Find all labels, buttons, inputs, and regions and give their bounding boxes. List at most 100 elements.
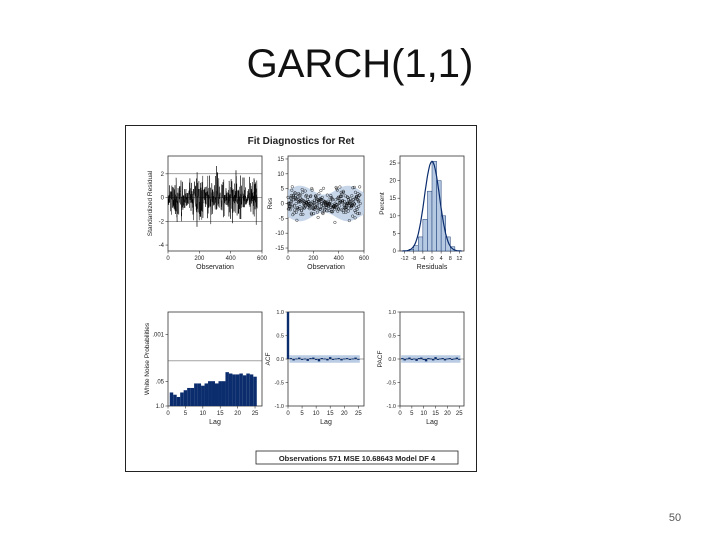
pacf-bar xyxy=(410,359,414,360)
pacf-bar xyxy=(441,358,444,359)
residual-scatter-point xyxy=(337,197,341,201)
residual-scatter-point xyxy=(302,206,306,210)
white-noise-bar xyxy=(176,396,181,406)
acf-bar xyxy=(357,359,360,360)
y-tick-label: 0.5 xyxy=(388,334,396,340)
white-noise-bar xyxy=(221,381,226,406)
residual-scatter-point xyxy=(335,188,339,192)
residual-scatter-point xyxy=(289,197,293,201)
residual-scatter-point xyxy=(356,212,360,216)
x-tick-label: 0 xyxy=(166,411,170,417)
pacf-bar xyxy=(424,359,428,362)
residual-scatter-point xyxy=(310,188,314,192)
residual-scatter-point xyxy=(346,198,350,202)
figure-title: Fit Diagnostics for Ret xyxy=(248,136,355,147)
pacf-x-axis-label: Lag xyxy=(426,419,438,426)
acf-bar xyxy=(354,357,357,359)
residual-scatter-point xyxy=(349,200,353,204)
residual-scatter-point xyxy=(308,207,312,211)
y-tick-label: 15 xyxy=(277,157,284,163)
histogram-bar xyxy=(413,245,419,252)
residual-scatter-point xyxy=(325,206,329,210)
residual-scatter-point xyxy=(294,202,298,206)
y-tick-label: -15 xyxy=(275,246,284,252)
residual-scatter-point xyxy=(307,200,311,204)
residual-scatter-point xyxy=(333,205,337,209)
acf-bar xyxy=(306,359,309,361)
slide-title: GARCH(1,1) xyxy=(246,42,474,86)
pacf-bar xyxy=(439,358,442,360)
residual-scatter-point xyxy=(355,195,359,199)
residual-scatter-point xyxy=(310,212,314,216)
y-tick-label: 20 xyxy=(389,179,396,185)
residual-scatter-point xyxy=(312,204,316,208)
x-tick-label: 600 xyxy=(359,256,370,262)
acf-bar xyxy=(329,357,332,359)
histogram-y-axis-label: Percent xyxy=(379,192,386,215)
residual-scatter-point xyxy=(357,198,361,202)
pacf-bar xyxy=(458,359,461,360)
fit-diagnostics-svg: Fit Diagnostics for Ret 0 200 400 600-4-202… xyxy=(144,136,465,465)
residual-scatter-point xyxy=(342,199,346,203)
residual-scatter-point xyxy=(357,204,361,208)
pacf-bar xyxy=(408,357,411,359)
residual-scatter-point xyxy=(334,203,338,207)
x-tick-label: 200 xyxy=(308,256,319,262)
x-tick-label: 5 xyxy=(300,411,304,417)
white-noise-bar xyxy=(197,383,202,406)
residual-scatter-point xyxy=(350,194,354,198)
white-noise-bar xyxy=(211,381,215,406)
std-residual-x-axis-label: Observation xyxy=(196,264,234,271)
white-noise-bar xyxy=(215,383,219,406)
y-tick-label: -5 xyxy=(279,216,285,222)
x-tick-label: -8 xyxy=(411,256,416,262)
y-tick-label: -10 xyxy=(275,231,284,237)
x-tick-label: 15 xyxy=(327,411,334,417)
residual-scatter-point xyxy=(334,185,338,189)
residual-scatter-point xyxy=(321,206,325,210)
acf-bar xyxy=(300,359,304,360)
acf-y-axis-label: ACF xyxy=(265,352,272,365)
acf-bar xyxy=(317,359,321,362)
white-noise-y-axis-label: White Noise Probabilities xyxy=(144,322,151,395)
pacf-bar xyxy=(427,358,430,359)
white-noise-bar xyxy=(183,390,188,406)
x-tick-label: 0 xyxy=(286,411,290,417)
x-tick-label: 0 xyxy=(166,256,170,262)
residual-scatter-point xyxy=(355,207,359,211)
residual-scatter-point xyxy=(313,206,317,210)
residual-scatter-point xyxy=(341,190,345,194)
residual-scatter-point xyxy=(352,185,356,189)
residual-scatter-point xyxy=(299,193,303,197)
pacf-bar xyxy=(403,359,406,361)
residual-scatter-point xyxy=(357,193,361,197)
x-tick-label: 5 xyxy=(410,411,414,417)
residual-scatter-point xyxy=(344,204,348,208)
residual-scatter-point xyxy=(357,211,361,215)
residual-scatter-point xyxy=(334,203,338,207)
white-noise-bar xyxy=(249,374,254,406)
y-tick-label: -1.0 xyxy=(387,404,396,410)
residual-scatter-point xyxy=(315,202,319,206)
acf-bar xyxy=(323,358,326,360)
white-noise-bar xyxy=(208,381,212,406)
residual-scatter-point xyxy=(291,203,295,207)
residual-scatter-point xyxy=(294,210,298,214)
pacf-bar xyxy=(455,357,459,359)
white-noise-bar xyxy=(235,374,240,406)
residual-scatter-point xyxy=(340,192,344,196)
white-noise-x-axis-label: Lag xyxy=(209,419,221,426)
y-tick-label: 0 xyxy=(161,196,165,202)
figure-footer: Observations 571 MSE 10.68643 Model DF 4 xyxy=(279,454,436,463)
x-tick-label: 10 xyxy=(313,411,320,417)
y-tick-label: 10 xyxy=(389,214,396,220)
residual-scatter-point xyxy=(352,197,356,201)
white-noise-bar xyxy=(204,383,209,406)
acf-bar xyxy=(343,358,346,360)
white-noise-bar xyxy=(187,387,191,406)
pacf-bar xyxy=(443,359,447,361)
residual-scatter-point xyxy=(300,208,304,212)
std-residual-y-axis-label: Standardized Residual xyxy=(147,170,154,236)
residual-scatter-point xyxy=(311,203,315,207)
residual-scatter-point xyxy=(321,186,325,190)
